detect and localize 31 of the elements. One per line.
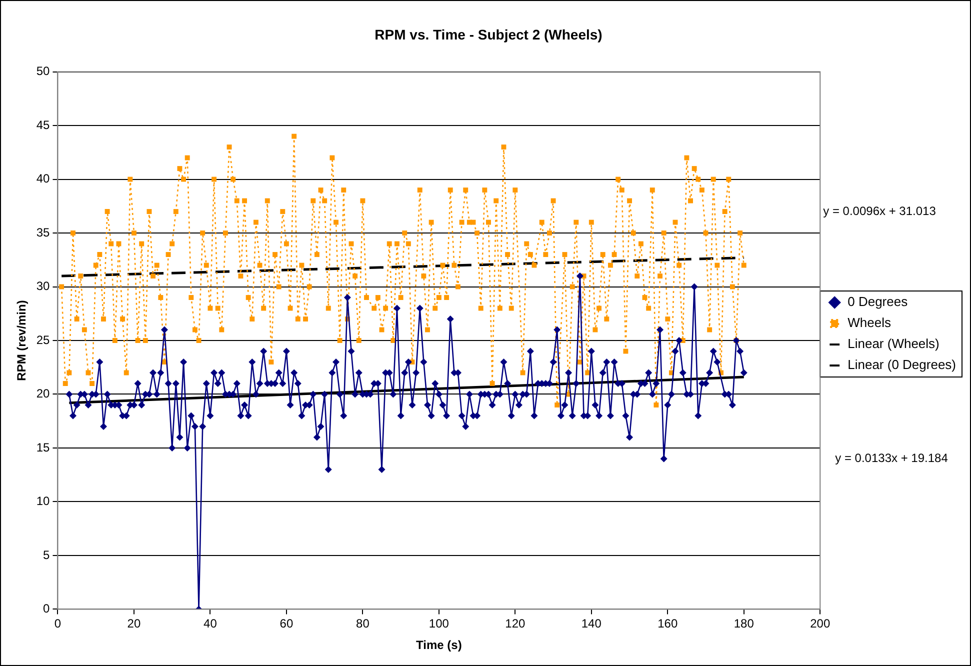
legend-label: 0 Degrees xyxy=(848,294,908,310)
y-tick-label: 40 xyxy=(36,172,50,186)
x-tick-label: 20 xyxy=(127,616,141,631)
y-tick-label: 35 xyxy=(36,225,50,240)
legend-label: Wheels xyxy=(848,315,892,330)
x-tick-label: 40 xyxy=(204,616,218,631)
y-tick-label: 0 xyxy=(43,602,50,616)
x-tick-label: 120 xyxy=(505,616,526,631)
text: y = 0.0133x + 19.184 xyxy=(835,451,948,466)
legend-label: Linear (0 Degrees) xyxy=(848,357,956,372)
y-tick-label: 30 xyxy=(36,279,50,294)
y-tick-label: 20 xyxy=(36,386,50,401)
y-tick-label: 10 xyxy=(36,494,50,508)
x-tick-label: 180 xyxy=(734,616,754,631)
x-tick-label: 80 xyxy=(356,616,370,631)
y-tick-label: 50 xyxy=(36,64,50,78)
y-axis-title: RPM (rev/min) xyxy=(14,300,29,381)
x-tick-label: 200 xyxy=(810,616,830,631)
x-axis-title: Time (s) xyxy=(416,638,462,652)
x-tick-label: 100 xyxy=(428,616,450,631)
x-tick-label: 160 xyxy=(658,616,678,631)
y-tick-label: 25 xyxy=(36,332,50,347)
x-tick-label: 140 xyxy=(581,616,602,631)
text: y = 0.0096x + 31.013 xyxy=(823,204,936,218)
y-tick-label: 5 xyxy=(43,548,50,562)
y-tick-label: 15 xyxy=(36,440,50,454)
x-tick-label: 0 xyxy=(54,616,62,631)
legend-label: Linear (Wheels) xyxy=(848,336,940,352)
x-tick-label: 60 xyxy=(280,616,294,631)
y-tick-label: 45 xyxy=(36,118,50,132)
chart-title: RPM vs. Time - Subject 2 (Wheels) xyxy=(374,26,602,42)
